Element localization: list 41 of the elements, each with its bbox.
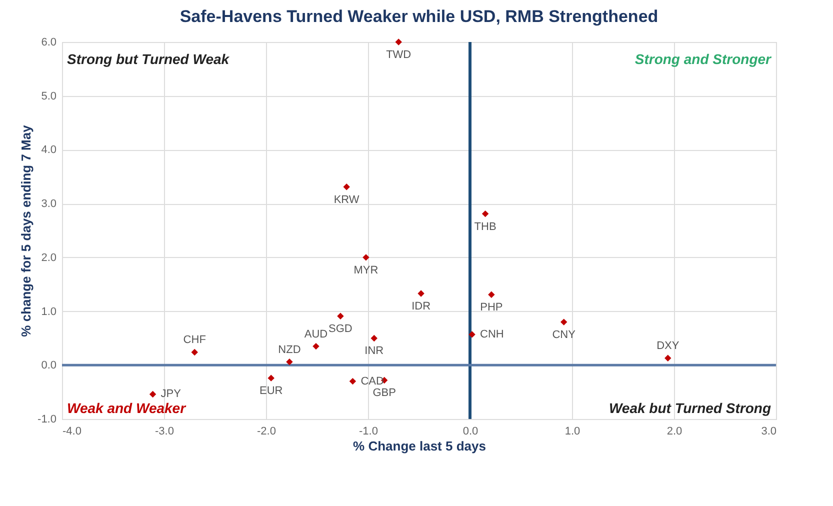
annotation: DXY: [656, 340, 680, 352]
annotation: SGD: [328, 323, 352, 336]
y-tick-label: 5.0: [41, 90, 56, 102]
annotation: JPY: [160, 388, 182, 400]
x-tick-label: 1.0: [564, 426, 580, 438]
annotation: THB: [474, 220, 496, 233]
y-tick-label: 3.0: [41, 198, 56, 210]
annotation: CNH: [480, 328, 504, 340]
y-tick-label: 0.0: [41, 360, 56, 372]
annotation: Strong and Stronger: [634, 51, 773, 67]
chart-title: Safe-Havens Turned Weaker while USD, RMB Strengthened: [180, 7, 658, 26]
annotation: EUR: [259, 385, 283, 398]
x-tick-label: 0.0: [462, 426, 478, 438]
y-tick-label: -1.0: [38, 414, 56, 426]
annotation: Weak and Weaker: [67, 400, 188, 416]
y-tick-label: 4.0: [41, 144, 56, 156]
annotation: MYR: [354, 264, 378, 276]
annotation: CHF: [183, 334, 206, 346]
x-axis-title: % Change last 5 days: [353, 438, 486, 454]
x-tick-label: -4.0: [62, 426, 82, 438]
annotation: IDR: [412, 300, 431, 313]
x-tick-label: -2.0: [257, 426, 276, 438]
y-axis-title: % change for 5 days ending 7 May: [18, 124, 34, 337]
annotation: AUD: [304, 328, 328, 340]
x-tick-label: -3.0: [155, 426, 174, 438]
y-tick-label: 1.0: [41, 306, 56, 318]
annotation: Strong but Turned Weak: [67, 51, 230, 67]
x-tick-label: 3.0: [761, 426, 776, 438]
annotation: Weak but Turned Strong: [608, 400, 772, 416]
y-tick-label: 6.0: [41, 36, 56, 48]
annotation: NZD: [278, 344, 301, 356]
annotation: KRW: [334, 194, 360, 206]
y-tick-label: 2.0: [41, 252, 56, 264]
annotation: GBP: [372, 387, 396, 400]
annotation: PHP: [480, 302, 503, 314]
annotation: CNY: [552, 329, 576, 342]
annotation: INR: [364, 345, 384, 358]
x-tick-label: 2.0: [666, 426, 682, 438]
annotation: TWD: [386, 49, 412, 61]
x-tick-label: -1.0: [359, 426, 378, 438]
annotation: CAD: [360, 375, 384, 388]
